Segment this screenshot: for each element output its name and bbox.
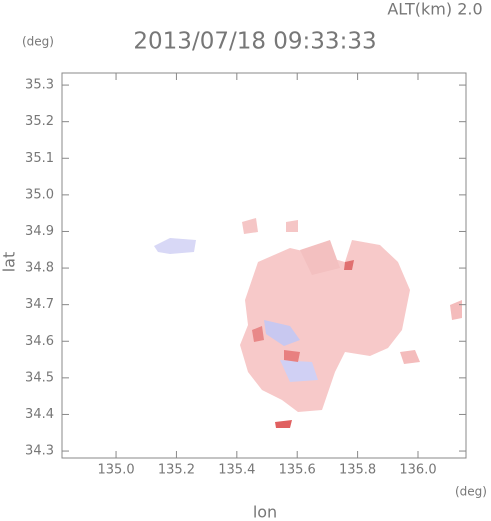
x-tick-label: 135.6 [279,463,316,478]
y-tick-label: 35.2 [25,114,54,129]
echo-area [154,238,196,254]
echo-area [300,240,340,275]
y-tick-label: 34.8 [25,261,54,276]
echo-area [242,218,258,234]
echo-area [286,220,298,232]
y-tick-label: 35.1 [25,151,54,166]
chart-title: 2013/07/18 09:33:33 [133,29,376,55]
y-tick-label: 35.3 [25,78,54,93]
echo-area [264,320,300,346]
x-tick-label: 135.2 [158,463,195,478]
echo-area [240,240,410,412]
x-tick-label: 135.8 [339,463,376,478]
echo-area [450,300,462,320]
echo-area [344,260,354,270]
echo-area [252,326,264,342]
y-tick-label: 34.3 [25,444,54,459]
y-tick-label: 34.4 [25,407,54,422]
y-tick-label: 34.9 [25,224,54,239]
x-unit: (deg) [455,485,487,499]
echo-area [400,350,420,364]
y-unit: (deg) [22,35,54,49]
radar-echo [154,218,462,428]
echo-area [280,360,318,382]
y-tick-label: 34.5 [25,370,54,385]
x-tick-label: 135.0 [97,463,134,478]
echo-area [275,420,292,428]
y-tick-label: 34.6 [25,334,54,349]
x-axis-label: lon [253,503,277,521]
x-tick-label: 135.4 [218,463,255,478]
y-tick-label: 34.7 [25,297,54,312]
y-axis-label: lat [0,252,19,273]
chart-subtitle: ALT(km) 2.0 [387,0,482,19]
echo-area [284,350,300,362]
plot-frame [61,72,467,459]
y-tick-label: 35.0 [25,187,54,202]
x-tick-label: 136.0 [399,463,436,478]
